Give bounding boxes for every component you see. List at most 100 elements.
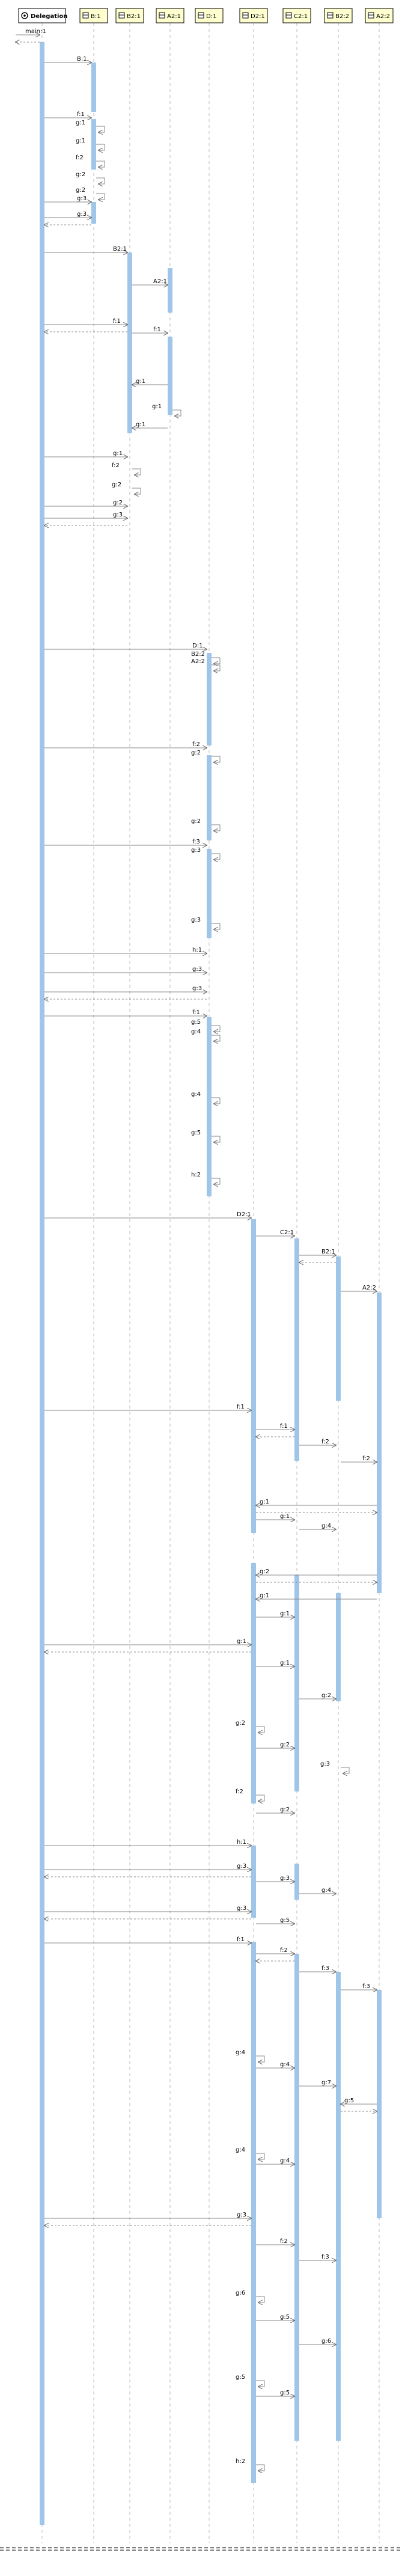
message-78: g:3 [44, 2212, 251, 2226]
message-71: f:3 [341, 1983, 377, 1990]
participant-label: D:1 [206, 13, 216, 20]
message-label: g:4 [321, 1887, 331, 1894]
message-label: g:5 [344, 2097, 354, 2104]
message-75: g:5 [341, 2097, 377, 2111]
class-icon [242, 12, 249, 19]
message-label: f:3 [321, 2254, 329, 2260]
message-label: g:2 [191, 818, 201, 825]
message-57: g:2 [236, 1720, 265, 1733]
message-label: g:1 [260, 1499, 269, 1505]
message-label: g:1 [76, 120, 85, 126]
message-82: g:5 [256, 2314, 294, 2321]
message-54: g:1 [44, 1638, 251, 1652]
message-label: g:3 [280, 1875, 290, 1882]
participant-label: Delegation [31, 13, 67, 20]
message-38: g:5 [191, 1130, 221, 1142]
message-77: g:4 [256, 2158, 294, 2164]
message-18: f:2 [112, 462, 141, 475]
participant-c21[interactable]: C2:1 [282, 8, 311, 23]
message-label: A2:1 [153, 278, 167, 285]
message-label: g:1 [113, 450, 123, 457]
message-label: h:1 [192, 947, 202, 953]
participant-label: B2:1 [127, 13, 141, 20]
message-label: f:1 [77, 111, 85, 118]
activation-bar [168, 268, 172, 313]
message-label: g:3 [192, 966, 202, 973]
message-13: f:1 [132, 326, 168, 333]
message-44: f:1 [44, 1404, 251, 1410]
activation-bar [294, 1238, 299, 1461]
message-61: g:2 [256, 1807, 294, 1813]
message-24: A2:2 [191, 658, 221, 671]
message-label: g:5 [280, 2314, 290, 2321]
message-label: B2:1 [321, 1249, 335, 1255]
message-label: f:1 [113, 318, 121, 325]
participant-a22[interactable]: A2:2 [365, 8, 394, 23]
participant-label: B2:2 [335, 13, 349, 20]
message-47: f:2 [341, 1455, 377, 1462]
activation-bar [207, 755, 212, 840]
message-0: main:1 [16, 28, 46, 42]
activation-bar [40, 42, 44, 2525]
message-label: g:3 [191, 917, 201, 923]
message-15: g:1 [152, 403, 181, 416]
activation-bar [251, 1846, 256, 1918]
activation-bar [251, 1942, 256, 2483]
message-label: g:2 [321, 1692, 331, 1699]
class-icon [118, 12, 125, 19]
message-label: g:7 [321, 2079, 331, 2086]
participant-d21[interactable]: D2:1 [239, 8, 268, 23]
message-10: B2:1 [44, 246, 127, 252]
message-label: f:1 [280, 1423, 288, 1430]
message-81: g:6 [236, 2290, 265, 2302]
message-label: g:3 [237, 1863, 246, 1870]
activation-bar [377, 1293, 382, 1593]
message-label: B:1 [77, 56, 87, 63]
message-14: g:1 [132, 378, 168, 385]
message-53: g:1 [256, 1611, 294, 1617]
participant-a21[interactable]: A2:1 [156, 8, 184, 23]
gear-icon [21, 12, 28, 19]
class-icon [159, 12, 165, 19]
message-label: g:5 [191, 1019, 201, 1026]
message-83: g:6 [299, 2338, 336, 2345]
participant-b1[interactable]: B:1 [79, 8, 108, 23]
participant-b21[interactable]: B2:1 [115, 8, 144, 23]
message-45: f:1 [256, 1423, 294, 1437]
message-34: f:1 [44, 1009, 207, 1016]
message-20: g:2 [44, 500, 127, 506]
message-label: f:1 [237, 1936, 245, 1943]
message-85: g:5 [256, 2390, 294, 2396]
message-label: f:2 [362, 1455, 370, 1462]
message-label: g:1 [136, 378, 145, 385]
message-label: B2:2 [191, 651, 205, 658]
message-46: f:2 [299, 1439, 336, 1445]
message-5: f:2 [76, 154, 105, 167]
message-31: h:1 [44, 947, 207, 953]
message-80: f:3 [299, 2254, 336, 2260]
activation-bar [336, 1972, 341, 2441]
participant-delegation[interactable]: Delegation [18, 8, 67, 23]
activation-bar [294, 1954, 299, 2441]
message-label: g:6 [236, 2290, 245, 2296]
participant-b22[interactable]: B2:2 [324, 8, 353, 23]
message-label: g:2 [236, 1720, 245, 1727]
participant-label: D2:1 [251, 13, 265, 20]
message-label: A2:2 [362, 1285, 376, 1291]
message-2: f:1 [44, 111, 91, 118]
message-11: A2:1 [132, 278, 168, 285]
message-70: f:3 [299, 1965, 336, 1972]
message-48: g:1 [256, 1499, 377, 1513]
message-50: g:4 [299, 1523, 336, 1529]
class-icon [198, 12, 204, 19]
message-35: g:5 [191, 1019, 221, 1032]
message-label: f:2 [236, 1788, 243, 1795]
participant-d1[interactable]: D:1 [195, 8, 224, 23]
activation-bar [207, 1017, 212, 1196]
activation-bar [91, 202, 96, 224]
message-label: g:1 [237, 1638, 246, 1645]
message-25: f:2 [44, 741, 207, 748]
message-label: g:4 [236, 2147, 245, 2153]
message-26: g:2 [191, 750, 221, 762]
message-label: g:4 [321, 1523, 331, 1529]
